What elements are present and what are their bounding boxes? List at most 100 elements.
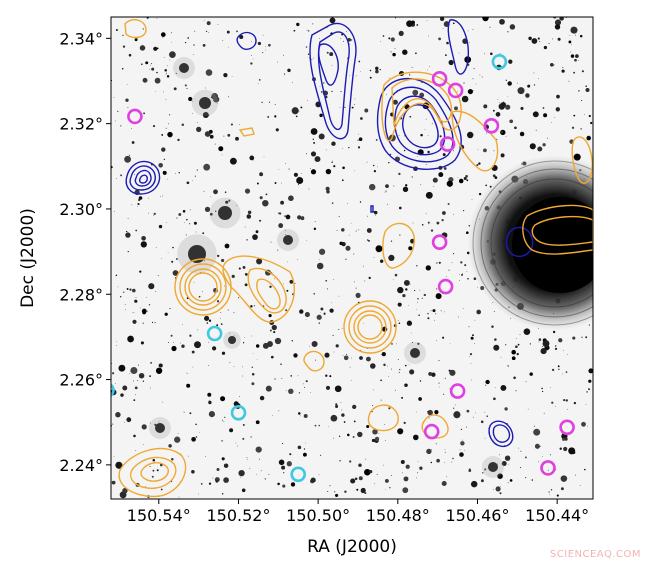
x-tick-label: 150.44° bbox=[525, 506, 589, 525]
star bbox=[405, 288, 408, 291]
star bbox=[320, 454, 322, 456]
star bbox=[335, 493, 339, 497]
star bbox=[320, 114, 322, 117]
star bbox=[290, 375, 293, 377]
star bbox=[360, 487, 366, 494]
star bbox=[175, 72, 177, 74]
galaxy-glow bbox=[191, 89, 219, 117]
star bbox=[149, 375, 151, 377]
star bbox=[216, 324, 219, 327]
star bbox=[116, 178, 117, 179]
star bbox=[461, 273, 463, 276]
star bbox=[142, 77, 148, 83]
star bbox=[147, 197, 149, 199]
star bbox=[403, 279, 410, 286]
star bbox=[470, 362, 472, 364]
star bbox=[432, 177, 438, 183]
star bbox=[428, 35, 429, 37]
star bbox=[113, 97, 115, 98]
star bbox=[472, 29, 474, 30]
blue-contour bbox=[129, 165, 156, 191]
star bbox=[331, 161, 333, 163]
star bbox=[229, 157, 237, 165]
star bbox=[192, 366, 194, 368]
galaxy-glow bbox=[277, 229, 299, 251]
star bbox=[278, 459, 285, 466]
star bbox=[574, 34, 576, 36]
star bbox=[366, 215, 368, 217]
star bbox=[215, 210, 217, 212]
star bbox=[349, 43, 351, 45]
star bbox=[370, 230, 372, 231]
star bbox=[184, 221, 185, 223]
star bbox=[441, 480, 447, 487]
star bbox=[283, 73, 286, 75]
star bbox=[308, 57, 310, 59]
star bbox=[258, 458, 260, 460]
star bbox=[509, 24, 516, 30]
star bbox=[420, 133, 423, 137]
star bbox=[235, 136, 239, 141]
star bbox=[333, 165, 336, 168]
star bbox=[505, 79, 507, 81]
star bbox=[453, 213, 454, 215]
star bbox=[398, 134, 400, 136]
star bbox=[574, 474, 576, 476]
star bbox=[335, 404, 339, 409]
star bbox=[313, 141, 316, 144]
star bbox=[247, 210, 252, 215]
star bbox=[559, 17, 564, 21]
star bbox=[557, 37, 561, 41]
star bbox=[496, 138, 498, 140]
star bbox=[426, 448, 432, 455]
star bbox=[554, 24, 561, 30]
star bbox=[485, 384, 487, 386]
star bbox=[442, 153, 446, 157]
star bbox=[305, 380, 308, 383]
star bbox=[342, 40, 344, 42]
star bbox=[148, 283, 155, 290]
star bbox=[168, 444, 172, 448]
star bbox=[430, 229, 434, 232]
star bbox=[298, 110, 300, 112]
star bbox=[531, 38, 538, 44]
star bbox=[246, 457, 248, 458]
star bbox=[274, 278, 276, 280]
star bbox=[145, 486, 146, 488]
star bbox=[369, 469, 373, 474]
star bbox=[267, 341, 273, 347]
star bbox=[402, 487, 409, 494]
star bbox=[163, 57, 165, 59]
star bbox=[539, 40, 541, 42]
star bbox=[567, 409, 568, 411]
star bbox=[567, 353, 568, 355]
orange-contour bbox=[247, 267, 287, 314]
star bbox=[167, 131, 173, 138]
star bbox=[265, 385, 272, 392]
star bbox=[224, 191, 227, 193]
star bbox=[259, 196, 263, 200]
star bbox=[338, 435, 341, 437]
star bbox=[363, 322, 365, 324]
star bbox=[562, 373, 563, 375]
star bbox=[265, 46, 267, 48]
star bbox=[182, 324, 184, 325]
star bbox=[204, 260, 206, 262]
star bbox=[282, 54, 284, 56]
star bbox=[120, 125, 122, 127]
star bbox=[584, 468, 586, 471]
orange-contour bbox=[222, 255, 295, 323]
star bbox=[482, 17, 489, 22]
star bbox=[217, 102, 218, 104]
star bbox=[411, 66, 413, 68]
star bbox=[223, 477, 229, 483]
star bbox=[191, 470, 195, 474]
star bbox=[393, 279, 394, 281]
star bbox=[514, 126, 517, 130]
star bbox=[134, 299, 138, 303]
star bbox=[123, 291, 125, 293]
star bbox=[329, 52, 334, 57]
orange-contour bbox=[238, 127, 255, 137]
star bbox=[250, 436, 252, 438]
star bbox=[142, 28, 144, 30]
